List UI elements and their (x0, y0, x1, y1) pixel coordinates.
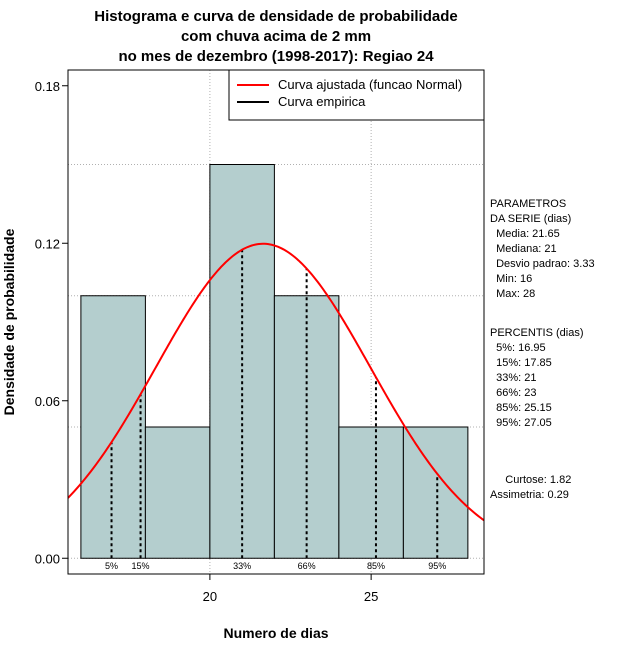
chart-title-line-1: Histograma e curva de densidade de proba… (94, 8, 457, 25)
params-line-1: PARAMETROS (490, 198, 566, 210)
params-line-7: Max: 28 (490, 288, 535, 300)
x-axis-label: Numero de dias (223, 625, 328, 641)
params-line-5: Desvio padrao: 3.33 (490, 258, 595, 270)
percentile-label-6: 95% (428, 561, 446, 571)
y-tick-label-0: 0.00 (35, 551, 60, 566)
histogram-bar-1 (80, 295, 146, 559)
params-line-3: Media: 21.65 (490, 228, 560, 240)
percentis-line-5: 66%: 23 (490, 387, 536, 399)
moments-line-1: Curtose: 1.82 (490, 474, 571, 486)
y-tick-label-2: 0.12 (35, 236, 60, 251)
statistics-panel: PARAMETROS DA SERIE (dias) Media: 21.65 M… (490, 198, 595, 501)
x-axis: 20 25 (203, 574, 378, 604)
chart-title-line-2: com chuva acima de 2 mm (181, 28, 371, 45)
histogram-bar-3 (209, 164, 275, 559)
legend-label-1: Curva ajustada (funcao Normal) (278, 77, 462, 92)
percentile-label-1: 5% (105, 561, 118, 571)
y-axis: 0.00 0.06 0.12 0.18 (35, 79, 68, 566)
x-tick-label-0: 20 (203, 589, 217, 604)
percentile-label-3: 33% (233, 561, 251, 571)
chart-title: Histograma e curva de densidade de proba… (94, 8, 457, 65)
percentile-label-5: 85% (367, 561, 385, 571)
percentis-line-6: 85%: 25.15 (490, 402, 552, 414)
percentile-markers: 5% 15% 33% 66% 85% 95% (105, 249, 446, 571)
moments-line-2: Assimetria: 0.29 (490, 489, 569, 501)
legend: Curva ajustada (funcao Normal) Curva empi… (228, 69, 485, 121)
percentis-line-7: 95%: 27.05 (490, 417, 552, 429)
percentile-label-4: 66% (298, 561, 316, 571)
y-tick-label-3: 0.18 (35, 79, 60, 94)
y-tick-label-1: 0.06 (35, 394, 60, 409)
percentile-label-2: 15% (132, 561, 150, 571)
percentis-line-4: 33%: 21 (490, 372, 536, 384)
histogram-bar-6 (402, 426, 469, 559)
params-line-2: DA SERIE (dias) (490, 213, 571, 225)
params-line-4: Mediana: 21 (490, 243, 557, 255)
chart-title-line-3: no mes de dezembro (1998-2017): Regiao 2… (118, 48, 434, 65)
percentis-line-2: 5%: 16.95 (490, 342, 546, 354)
histogram-bar-2 (144, 426, 211, 559)
x-tick-label-1: 25 (364, 589, 378, 604)
histogram-bar-5 (338, 426, 404, 559)
normal-curve-layer (68, 242, 484, 522)
legend-box (228, 69, 485, 121)
histogram-bars (80, 164, 469, 559)
normal-fit-curve (68, 242, 484, 522)
percentis-line-1: PERCENTIS (dias) (490, 327, 584, 339)
y-axis-label: Densidade de probabilidade (1, 228, 17, 415)
params-line-6: Min: 16 (490, 273, 532, 285)
legend-label-2: Curva empirica (278, 94, 366, 109)
percentis-line-3: 15%: 17.85 (490, 357, 552, 369)
